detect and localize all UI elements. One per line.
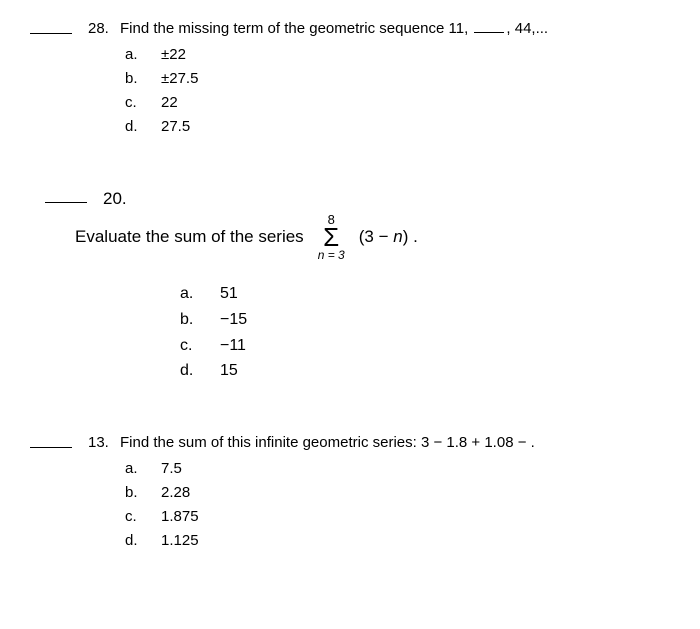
option-label: d.: [125, 529, 143, 553]
question-text-13: Find the sum of this infinite geometric …: [120, 434, 670, 451]
summand-expression: (3 − n) .: [359, 227, 418, 247]
q20-options: a. 51 b. −15 c. −11 d. 15: [180, 281, 670, 383]
option-label: a.: [125, 457, 143, 481]
option-label: a.: [180, 281, 198, 307]
answer-blank-13[interactable]: [30, 434, 72, 448]
option-value: 22: [161, 91, 178, 115]
option-label: d.: [180, 358, 198, 384]
sigma-lower-bound: n = 3: [318, 249, 345, 261]
option-value: 1.125: [161, 529, 199, 553]
q20-option-a[interactable]: a. 51: [180, 281, 670, 307]
option-label: c.: [125, 505, 143, 529]
question-number-13: 13.: [88, 434, 112, 451]
answer-blank-28[interactable]: [30, 20, 72, 34]
question-number-20: 20.: [103, 189, 127, 209]
question-number-28: 28.: [88, 20, 112, 37]
q20-option-c[interactable]: c. −11: [180, 333, 670, 359]
option-value: 51: [220, 281, 238, 307]
question-13-block: 13. Find the sum of this infinite geomet…: [30, 434, 670, 553]
option-value: ±27.5: [161, 67, 198, 91]
q20-option-d[interactable]: d. 15: [180, 358, 670, 384]
q20-prompt: Evaluate the sum of the series: [75, 227, 304, 247]
option-label: b.: [180, 307, 198, 333]
q13-option-d[interactable]: d. 1.125: [125, 529, 670, 553]
sigma-notation: 8 Σ n = 3: [318, 213, 345, 261]
option-value: 7.5: [161, 457, 182, 481]
option-label: d.: [125, 115, 143, 139]
option-label: c.: [125, 91, 143, 115]
q20-option-b[interactable]: b. −15: [180, 307, 670, 333]
option-label: b.: [125, 481, 143, 505]
q13-option-b[interactable]: b. 2.28: [125, 481, 670, 505]
question-13-header: 13. Find the sum of this infinite geomet…: [30, 434, 670, 451]
question-28-block: 28. Find the missing term of the geometr…: [30, 20, 670, 139]
q28-option-b[interactable]: b. ±27.5: [125, 67, 670, 91]
q13-option-a[interactable]: a. 7.5: [125, 457, 670, 481]
question-20-block: 20. Evaluate the sum of the series 8 Σ n…: [45, 189, 670, 384]
q28-options: a. ±22 b. ±27.5 c. 22 d. 27.5: [125, 43, 670, 139]
option-value: 1.875: [161, 505, 199, 529]
option-label: c.: [180, 333, 198, 359]
q28-missing-term-blank: [474, 21, 504, 33]
question-20-content: Evaluate the sum of the series 8 Σ n = 3…: [75, 213, 670, 261]
q28-option-d[interactable]: d. 27.5: [125, 115, 670, 139]
option-value: 2.28: [161, 481, 190, 505]
option-value: 27.5: [161, 115, 190, 139]
option-value: ±22: [161, 43, 186, 67]
q28-text-before: Find the missing term of the geometric s…: [120, 20, 468, 37]
q13-options: a. 7.5 b. 2.28 c. 1.875 d. 1.125: [125, 457, 670, 553]
option-value: 15: [220, 358, 238, 384]
option-label: b.: [125, 67, 143, 91]
option-value: −15: [220, 307, 247, 333]
sigma-icon: Σ: [323, 226, 339, 249]
q28-option-a[interactable]: a. ±22: [125, 43, 670, 67]
question-28-header: 28. Find the missing term of the geometr…: [30, 20, 670, 37]
q13-option-c[interactable]: c. 1.875: [125, 505, 670, 529]
q28-text-after: , 44,...: [506, 20, 548, 37]
option-label: a.: [125, 43, 143, 67]
q28-option-c[interactable]: c. 22: [125, 91, 670, 115]
answer-blank-20[interactable]: [45, 189, 87, 203]
question-text-28: Find the missing term of the geometric s…: [120, 20, 670, 37]
option-value: −11: [220, 333, 246, 359]
question-20-header: 20.: [45, 189, 670, 209]
